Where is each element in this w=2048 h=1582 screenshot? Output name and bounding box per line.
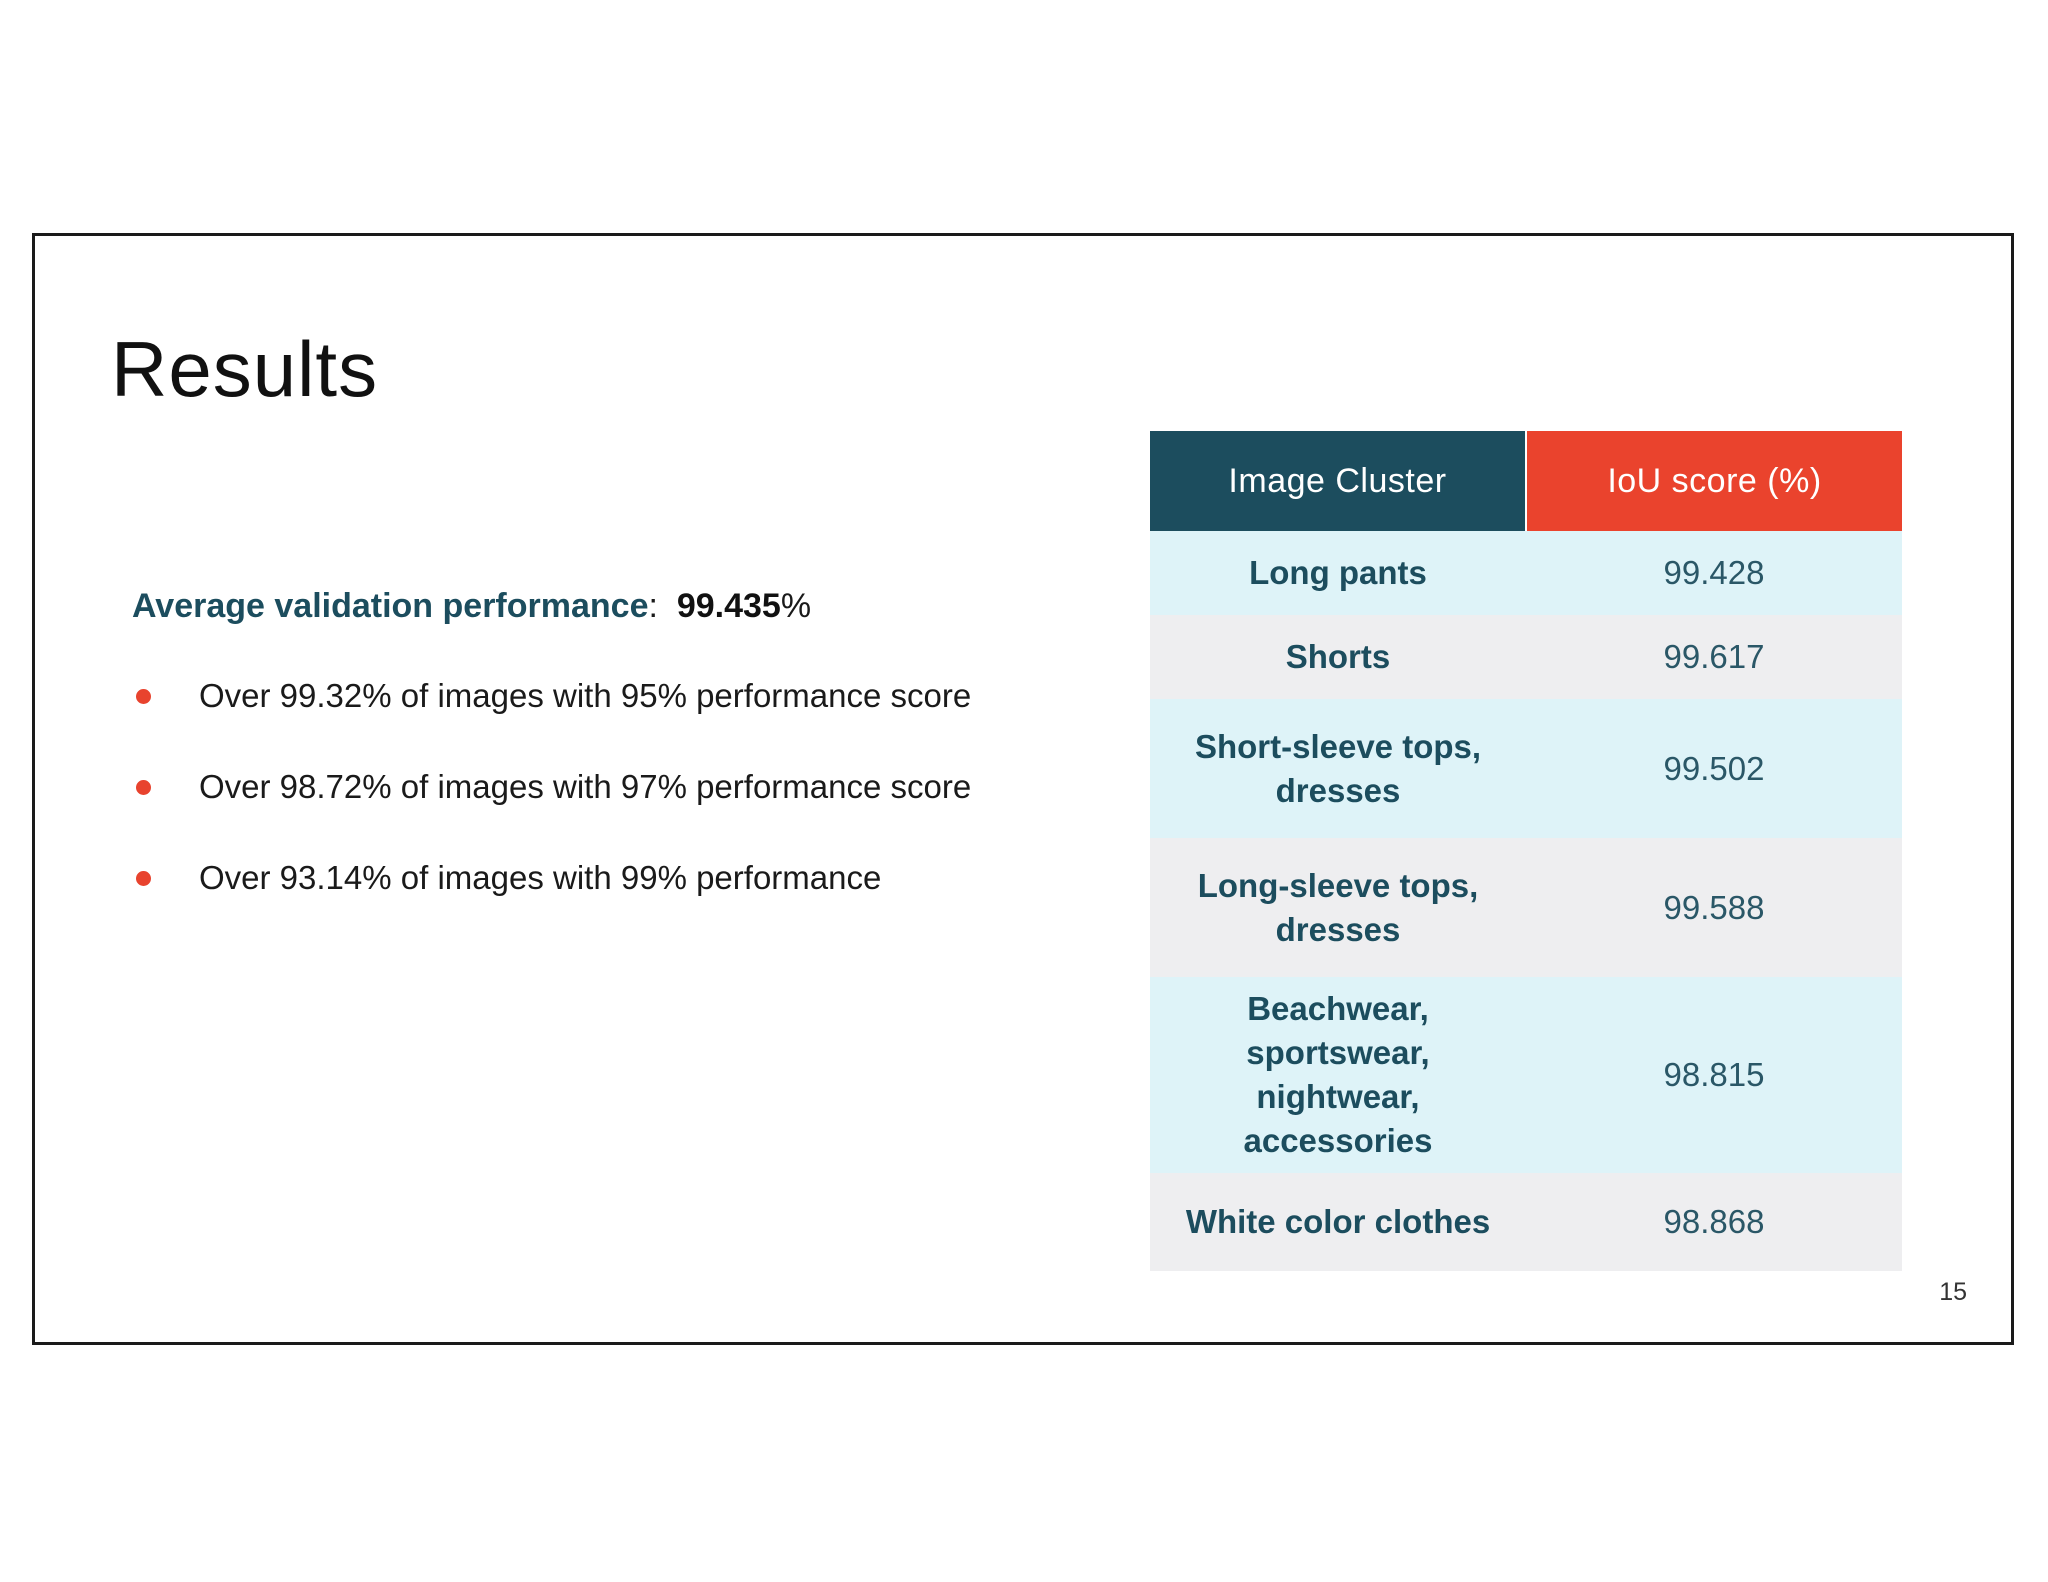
header-iou-score: IoU score (%) bbox=[1525, 431, 1902, 531]
slide-title: Results bbox=[111, 325, 379, 413]
cluster-cell: Long-sleeve tops, dresses bbox=[1150, 838, 1526, 977]
average-performance-summary: Average validation performance: 99.435% bbox=[132, 586, 811, 627]
table-row: Shorts 99.617 bbox=[1150, 615, 1902, 699]
table-header-row: Image Cluster IoU score (%) bbox=[1150, 431, 1902, 531]
score-cell: 99.502 bbox=[1526, 699, 1902, 838]
table-row: Long pants 99.428 bbox=[1150, 531, 1902, 615]
bullet-text: Over 93.14% of images with 99% performan… bbox=[199, 859, 882, 896]
bullet-dot-icon bbox=[136, 871, 151, 886]
cluster-cell: Short-sleeve tops, dresses bbox=[1150, 699, 1526, 838]
bullet-item: Over 99.32% of images with 95% performan… bbox=[132, 674, 972, 718]
cluster-cell: Long pants bbox=[1150, 531, 1526, 615]
cluster-cell: Beachwear, sportswear, nightwear, access… bbox=[1150, 977, 1526, 1173]
score-cell: 99.617 bbox=[1526, 615, 1902, 699]
score-cell: 99.428 bbox=[1526, 531, 1902, 615]
slide: Results Average validation performance: … bbox=[32, 233, 2014, 1345]
bullet-item: Over 93.14% of images with 99% performan… bbox=[132, 856, 972, 900]
header-image-cluster: Image Cluster bbox=[1150, 431, 1526, 531]
cluster-cell: Shorts bbox=[1150, 615, 1526, 699]
bullet-dot-icon bbox=[136, 689, 151, 704]
bullet-text: Over 98.72% of images with 97% performan… bbox=[199, 768, 972, 805]
table-row: White color clothes 98.868 bbox=[1150, 1173, 1902, 1271]
bullet-list: Over 99.32% of images with 95% performan… bbox=[132, 674, 972, 947]
table-row: Short-sleeve tops, dresses 99.502 bbox=[1150, 699, 1902, 838]
summary-unit: % bbox=[780, 587, 812, 625]
summary-separator: : bbox=[648, 587, 658, 625]
table-row: Long-sleeve tops, dresses 99.588 bbox=[1150, 838, 1902, 977]
score-cell: 98.815 bbox=[1526, 977, 1902, 1173]
cluster-cell: White color clothes bbox=[1150, 1173, 1526, 1271]
summary-value: 99.435 bbox=[676, 587, 781, 625]
bullet-text: Over 99.32% of images with 95% performan… bbox=[199, 677, 972, 714]
summary-label: Average validation performance bbox=[132, 587, 649, 625]
page-number: 15 bbox=[1939, 1278, 1967, 1306]
score-cell: 98.868 bbox=[1526, 1173, 1902, 1271]
bullet-dot-icon bbox=[136, 780, 151, 795]
results-table: Image Cluster IoU score (%) Long pants 9… bbox=[1150, 431, 1902, 1271]
table-row: Beachwear, sportswear, nightwear, access… bbox=[1150, 977, 1902, 1173]
score-cell: 99.588 bbox=[1526, 838, 1902, 977]
bullet-item: Over 98.72% of images with 97% performan… bbox=[132, 765, 972, 809]
